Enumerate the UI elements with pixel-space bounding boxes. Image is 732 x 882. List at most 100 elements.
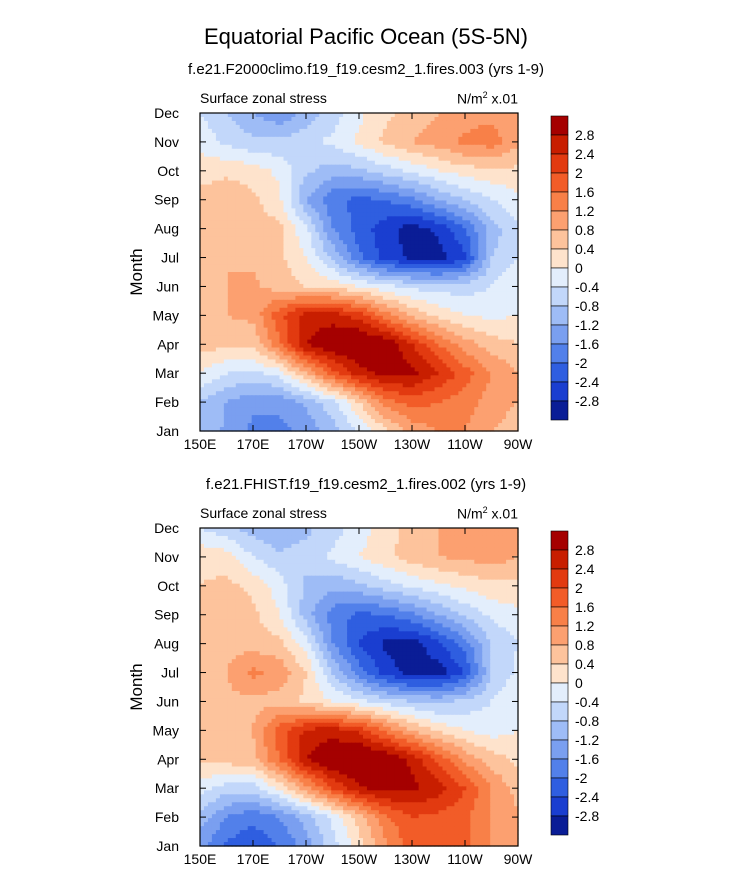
heatmap-cell bbox=[223, 152, 229, 158]
heatmap-cell bbox=[359, 164, 364, 170]
heatmap-cell bbox=[200, 343, 205, 349]
heatmap-cell bbox=[378, 156, 384, 162]
heatmap-cell bbox=[470, 192, 475, 198]
heatmap-cell bbox=[339, 351, 344, 357]
heatmap-cell bbox=[474, 192, 479, 198]
heatmap-cell bbox=[299, 144, 304, 150]
heatmap-cell bbox=[235, 152, 241, 158]
heatmap-cell bbox=[287, 256, 293, 261]
heatmap-cell bbox=[498, 160, 503, 166]
heatmap-cell bbox=[414, 260, 420, 265]
heatmap-cell bbox=[331, 140, 336, 146]
heatmap-cell bbox=[203, 128, 209, 134]
heatmap-cell bbox=[482, 152, 487, 158]
heatmap-cell bbox=[514, 295, 519, 301]
heatmap-cell bbox=[231, 212, 237, 217]
heatmap-cell bbox=[287, 180, 293, 186]
heatmap-cell bbox=[279, 232, 285, 237]
heatmap-cell bbox=[510, 232, 515, 237]
heatmap-cell bbox=[223, 168, 229, 174]
heatmap-cell bbox=[251, 351, 257, 357]
heatmap-cell bbox=[335, 283, 340, 289]
heatmap-cell bbox=[474, 275, 479, 281]
heatmap-cell bbox=[366, 339, 372, 345]
heatmap-cell bbox=[351, 264, 356, 269]
heatmap-cell bbox=[275, 140, 281, 146]
heatmap-cell bbox=[323, 279, 328, 285]
heatmap-cell bbox=[466, 319, 471, 325]
heatmap-cell bbox=[382, 168, 388, 174]
heatmap-cell bbox=[438, 307, 444, 313]
heatmap-cell bbox=[414, 136, 420, 142]
heatmap-cell bbox=[490, 120, 495, 126]
heatmap-cell bbox=[386, 144, 392, 150]
heatmap-cell bbox=[366, 220, 372, 225]
heatmap-cell bbox=[466, 295, 471, 301]
heatmap-cell bbox=[327, 216, 332, 221]
heatmap-cell bbox=[239, 140, 245, 146]
heatmap-cell bbox=[315, 168, 320, 174]
heatmap-cell bbox=[307, 244, 312, 249]
heatmap-cell bbox=[490, 315, 495, 321]
heatmap-cell bbox=[370, 275, 376, 281]
heatmap-cell bbox=[446, 287, 452, 293]
heatmap-cell bbox=[251, 335, 257, 341]
heatmap-cell bbox=[470, 339, 475, 345]
heatmap-cell bbox=[219, 260, 225, 265]
heatmap-cell bbox=[398, 116, 404, 122]
heatmap-cell bbox=[319, 156, 324, 162]
heatmap-cell bbox=[390, 339, 396, 345]
heatmap-cell bbox=[466, 248, 471, 253]
heatmap-cell bbox=[438, 232, 444, 237]
heatmap-cell bbox=[462, 283, 467, 289]
heatmap-cell bbox=[219, 220, 225, 225]
heatmap-cell bbox=[478, 287, 483, 293]
heatmap-cell bbox=[474, 260, 479, 265]
heatmap-cell bbox=[227, 224, 233, 229]
heatmap-cell bbox=[390, 287, 396, 293]
heatmap-cell bbox=[438, 124, 444, 130]
heatmap-cell bbox=[327, 303, 332, 309]
heatmap-cell bbox=[474, 180, 479, 186]
heatmap-cell bbox=[263, 240, 269, 245]
heatmap-cell bbox=[279, 307, 285, 313]
heatmap-cell bbox=[418, 184, 424, 190]
heatmap-cell bbox=[219, 279, 225, 285]
heatmap-cell bbox=[207, 116, 213, 122]
heatmap-cell bbox=[502, 184, 507, 190]
heatmap-cell bbox=[370, 351, 376, 357]
heatmap-cell bbox=[438, 240, 444, 245]
heatmap-cell bbox=[462, 124, 467, 130]
heatmap-cell bbox=[442, 168, 448, 174]
heatmap-cell bbox=[498, 327, 503, 333]
heatmap-cell bbox=[418, 311, 424, 317]
heatmap-cell bbox=[390, 212, 396, 217]
heatmap-cell bbox=[267, 160, 273, 166]
heatmap-cell bbox=[263, 264, 269, 269]
heatmap-cell bbox=[434, 216, 440, 221]
heatmap-cell bbox=[355, 287, 360, 293]
heatmap-cell bbox=[458, 287, 463, 293]
heatmap-cell bbox=[442, 176, 448, 182]
heatmap-cell bbox=[398, 196, 404, 202]
heatmap-cell bbox=[271, 339, 277, 345]
heatmap-cell bbox=[402, 355, 408, 361]
heatmap-cell bbox=[422, 136, 428, 142]
heatmap-cell bbox=[267, 351, 273, 357]
heatmap-cell bbox=[211, 291, 217, 297]
heatmap-cell bbox=[482, 331, 487, 337]
heatmap-cell bbox=[410, 160, 416, 166]
heatmap-cell bbox=[327, 240, 332, 245]
heatmap-cell bbox=[335, 124, 340, 130]
heatmap-cell bbox=[454, 144, 459, 150]
heatmap-cell bbox=[454, 315, 459, 321]
heatmap-cell bbox=[430, 323, 436, 329]
heatmap-cell bbox=[370, 136, 376, 142]
heatmap-cell bbox=[351, 113, 356, 118]
heatmap-cell bbox=[307, 216, 312, 221]
heatmap-cell bbox=[422, 268, 428, 273]
heatmap-cell bbox=[243, 200, 249, 206]
heatmap-cell bbox=[211, 240, 217, 245]
heatmap-cell bbox=[331, 132, 336, 138]
heatmap-cell bbox=[374, 188, 380, 194]
